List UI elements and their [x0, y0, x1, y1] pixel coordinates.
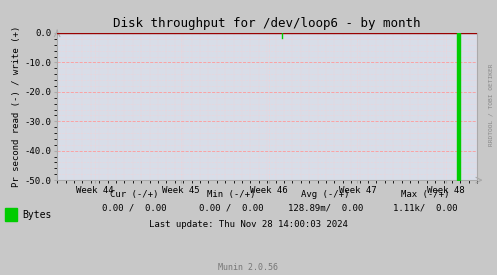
Y-axis label: Pr second read (-) / write (+): Pr second read (-) / write (+) [11, 26, 20, 187]
Text: RRDTOOL / TOBI OETIKER: RRDTOOL / TOBI OETIKER [489, 63, 494, 146]
Text: Cur (-/+): Cur (-/+) [110, 190, 159, 199]
Text: Munin 2.0.56: Munin 2.0.56 [219, 263, 278, 271]
Text: Bytes: Bytes [22, 210, 52, 219]
Text: 128.89m/  0.00: 128.89m/ 0.00 [288, 204, 363, 212]
Text: Avg (-/+): Avg (-/+) [301, 190, 350, 199]
Text: 0.00 /  0.00: 0.00 / 0.00 [199, 204, 263, 212]
Text: 0.00 /  0.00: 0.00 / 0.00 [102, 204, 166, 212]
Text: Min (-/+): Min (-/+) [207, 190, 255, 199]
Text: Last update: Thu Nov 28 14:00:03 2024: Last update: Thu Nov 28 14:00:03 2024 [149, 220, 348, 229]
Text: Max (-/+): Max (-/+) [401, 190, 449, 199]
Text: 1.11k/  0.00: 1.11k/ 0.00 [393, 204, 457, 212]
Title: Disk throughput for /dev/loop6 - by month: Disk throughput for /dev/loop6 - by mont… [113, 17, 421, 31]
